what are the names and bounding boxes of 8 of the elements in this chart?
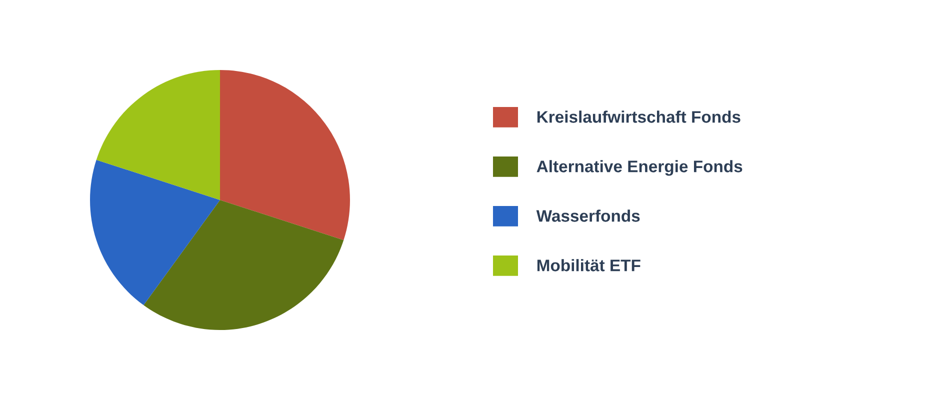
pie-slice xyxy=(220,70,350,240)
legend-label: Kreislaufwirtschaft Fonds xyxy=(537,110,740,123)
pie-slice xyxy=(90,160,220,306)
legend-label: Wasserfonds xyxy=(536,210,640,222)
legend-label: Alternative Energie Fonds xyxy=(536,160,742,176)
legend-label: Mobilität ETF xyxy=(537,259,640,272)
pie-slice xyxy=(96,70,220,200)
pie-slice xyxy=(144,200,344,330)
